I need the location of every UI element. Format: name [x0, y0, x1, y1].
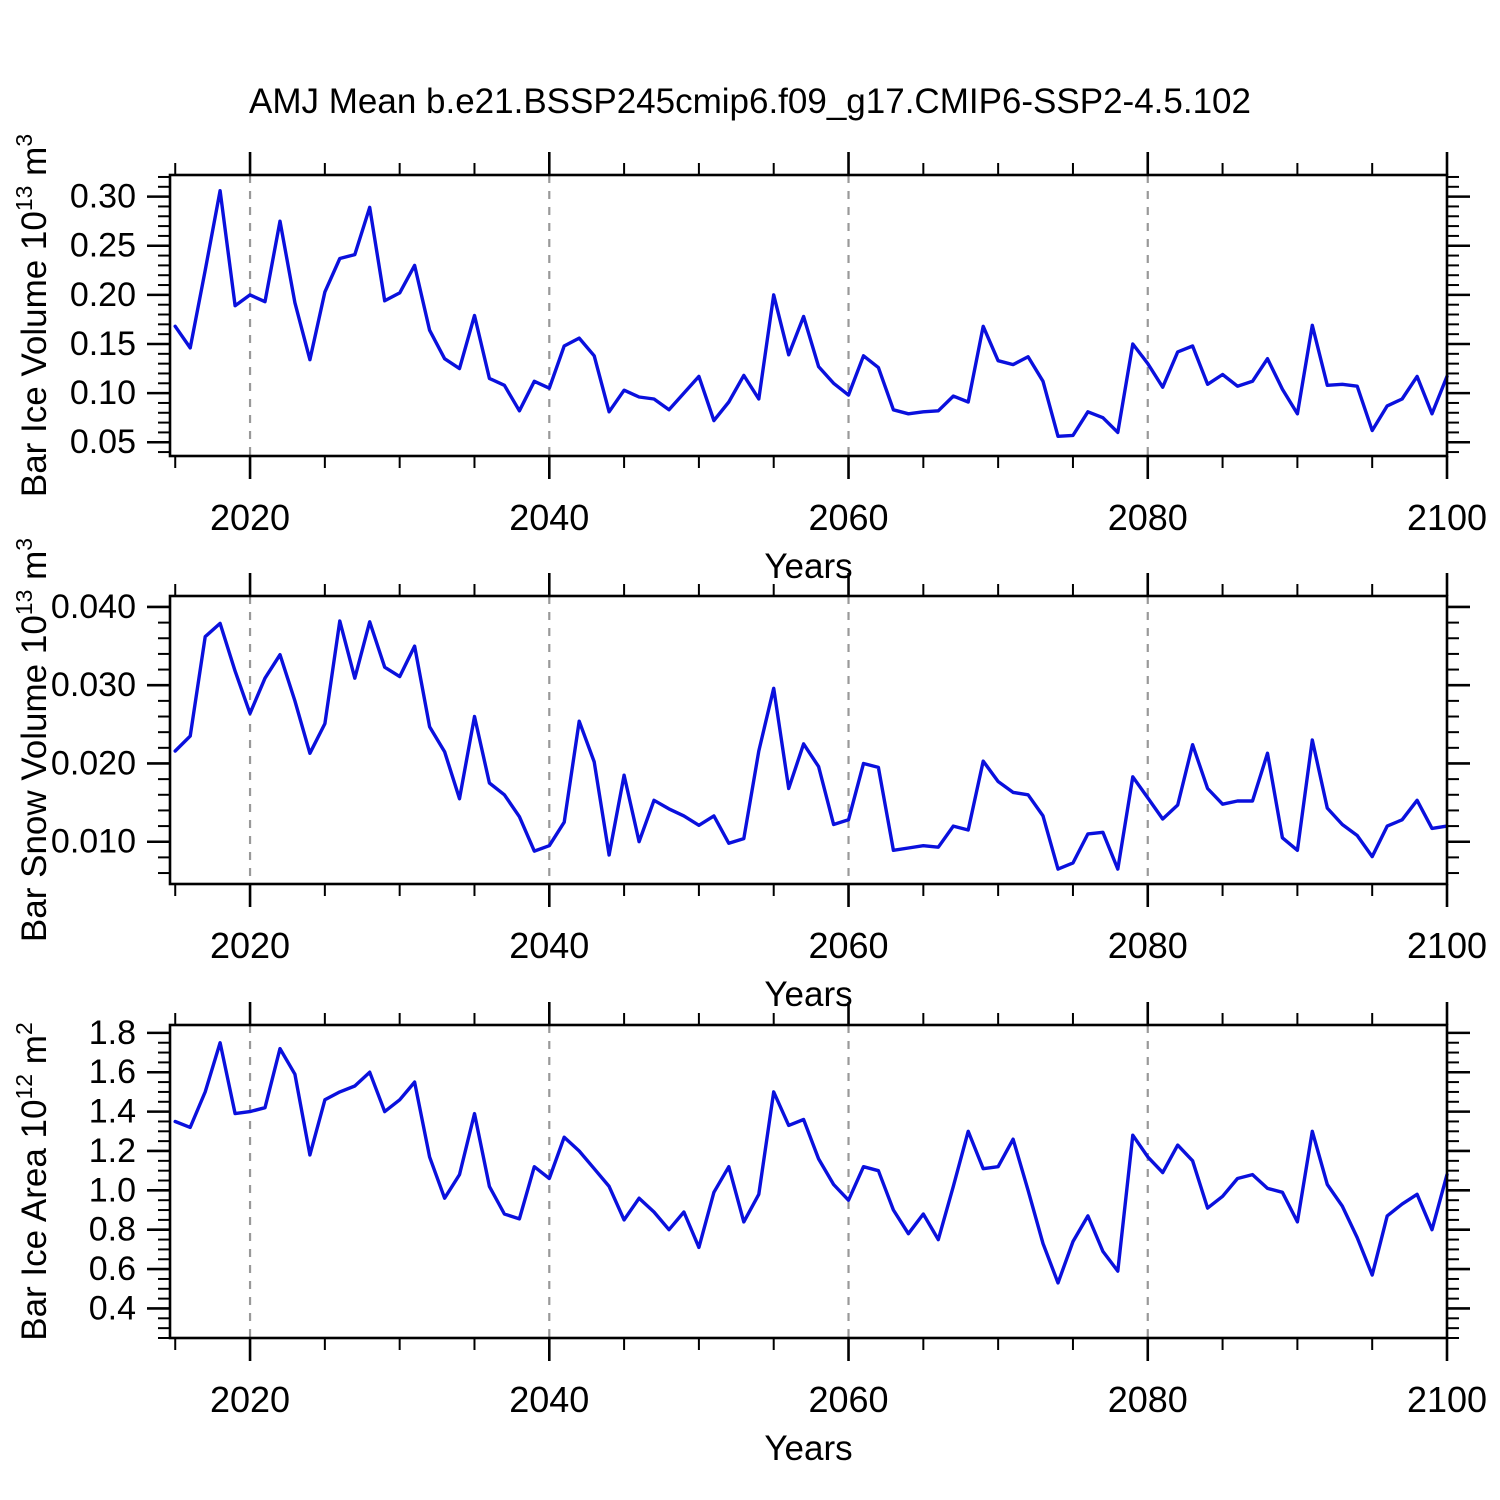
y-tick-label: 0.20 — [70, 276, 136, 314]
bar-ice-area-series-line — [173, 1040, 1449, 1285]
y-tick-label: 0.25 — [70, 227, 136, 265]
plot-frame — [168, 173, 1449, 458]
y-axis-title: Bar Snow Volume 1013 m3 — [11, 538, 54, 942]
x-tick-label: 2080 — [1108, 925, 1188, 966]
x-tick-label: 2040 — [509, 1379, 589, 1420]
y-axis-title-superscript: 2 — [11, 1022, 37, 1035]
y-axis-title-text: m — [15, 147, 54, 186]
y-axis-title-superscript: 12 — [11, 1074, 37, 1100]
x-tick-label: 2040 — [509, 497, 589, 538]
y-tick-label: 0.030 — [51, 666, 136, 704]
x-axis-title: Years — [764, 547, 852, 586]
x-tick-label: 2020 — [210, 497, 290, 538]
y-tick-label: 0.4 — [89, 1289, 136, 1327]
y-tick-label: 0.30 — [70, 178, 136, 216]
y-tick-label: 0.15 — [70, 325, 136, 363]
y-axis-title-text: m — [15, 551, 54, 590]
y-tick-label: 0.020 — [51, 744, 136, 782]
y-tick-label: 1.8 — [89, 1014, 136, 1052]
x-tick-label: 2080 — [1108, 497, 1188, 538]
y-tick-label: 0.05 — [70, 423, 136, 461]
x-tick-label: 2100 — [1407, 1379, 1487, 1420]
y-axis-title-superscript: 3 — [11, 134, 37, 147]
y-tick-label: 1.2 — [89, 1132, 136, 1170]
y-axis-title-text: Bar Snow Volume 10 — [15, 615, 54, 942]
plot-frame — [168, 594, 1449, 886]
y-axis-title-superscript: 13 — [11, 590, 37, 616]
y-axis-title-text: Bar Ice Volume 10 — [15, 211, 54, 497]
x-tick-label: 2100 — [1407, 925, 1487, 966]
y-tick-label: 0.10 — [70, 374, 136, 412]
axis-ticks — [147, 1002, 1470, 1361]
x-tick-label: 2060 — [808, 497, 888, 538]
y-tick-label: 0.6 — [89, 1250, 136, 1288]
x-tick-label: 2100 — [1407, 497, 1487, 538]
x-tick-label: 2040 — [509, 925, 589, 966]
x-tick-label: 2020 — [210, 1379, 290, 1420]
y-tick-label: 1.4 — [89, 1093, 136, 1131]
axis-ticks — [147, 152, 1470, 479]
y-tick-label: 1.6 — [89, 1053, 136, 1091]
plot-frame — [168, 1023, 1449, 1340]
panel-bar-ice-area: 0.40.60.81.01.21.41.61.8 2020 2040 2060 2080… — [11, 1002, 1487, 1468]
y-axis-title-superscript: 3 — [11, 538, 37, 551]
y-tick-label: 1.0 — [89, 1171, 136, 1209]
y-axis-title-superscript: 13 — [11, 186, 37, 212]
x-tick-label: 2060 — [808, 1379, 888, 1420]
y-tick-label: 0.040 — [51, 588, 136, 626]
figure-title: AMJ Mean b.e21.BSSP245cmip6.f09_g17.CMIP… — [249, 82, 1251, 121]
y-axis-title-text: m — [15, 1035, 54, 1074]
y-axis-title: Bar Ice Area 1012 m2 — [11, 1022, 54, 1341]
x-axis-title: Years — [764, 1429, 852, 1468]
axis-ticks — [147, 573, 1470, 907]
x-tick-label: 2080 — [1108, 1379, 1188, 1420]
y-axis-title-text: Bar Ice Area 10 — [15, 1100, 54, 1341]
y-tick-label: 0.8 — [89, 1211, 136, 1249]
panel-bar-snow-volume: 0.010 0.020 0.030 0.040 2020 2040 2060 2080 2100… — [11, 538, 1487, 1014]
y-axis-title: Bar Ice Volume 1013 m3 — [11, 134, 54, 497]
y-tick-label: 0.010 — [51, 823, 136, 861]
bar-ice-volume-series-line — [173, 188, 1449, 438]
x-tick-label: 2060 — [808, 925, 888, 966]
x-axis-title: Years — [764, 975, 852, 1014]
bar-snow-volume-series-line — [173, 619, 1449, 871]
panel-bar-ice-volume: 0.05 0.10 0.15 0.20 0.25 0.30 2020 2040 2060 2080… — [11, 134, 1487, 586]
x-tick-label: 2020 — [210, 925, 290, 966]
